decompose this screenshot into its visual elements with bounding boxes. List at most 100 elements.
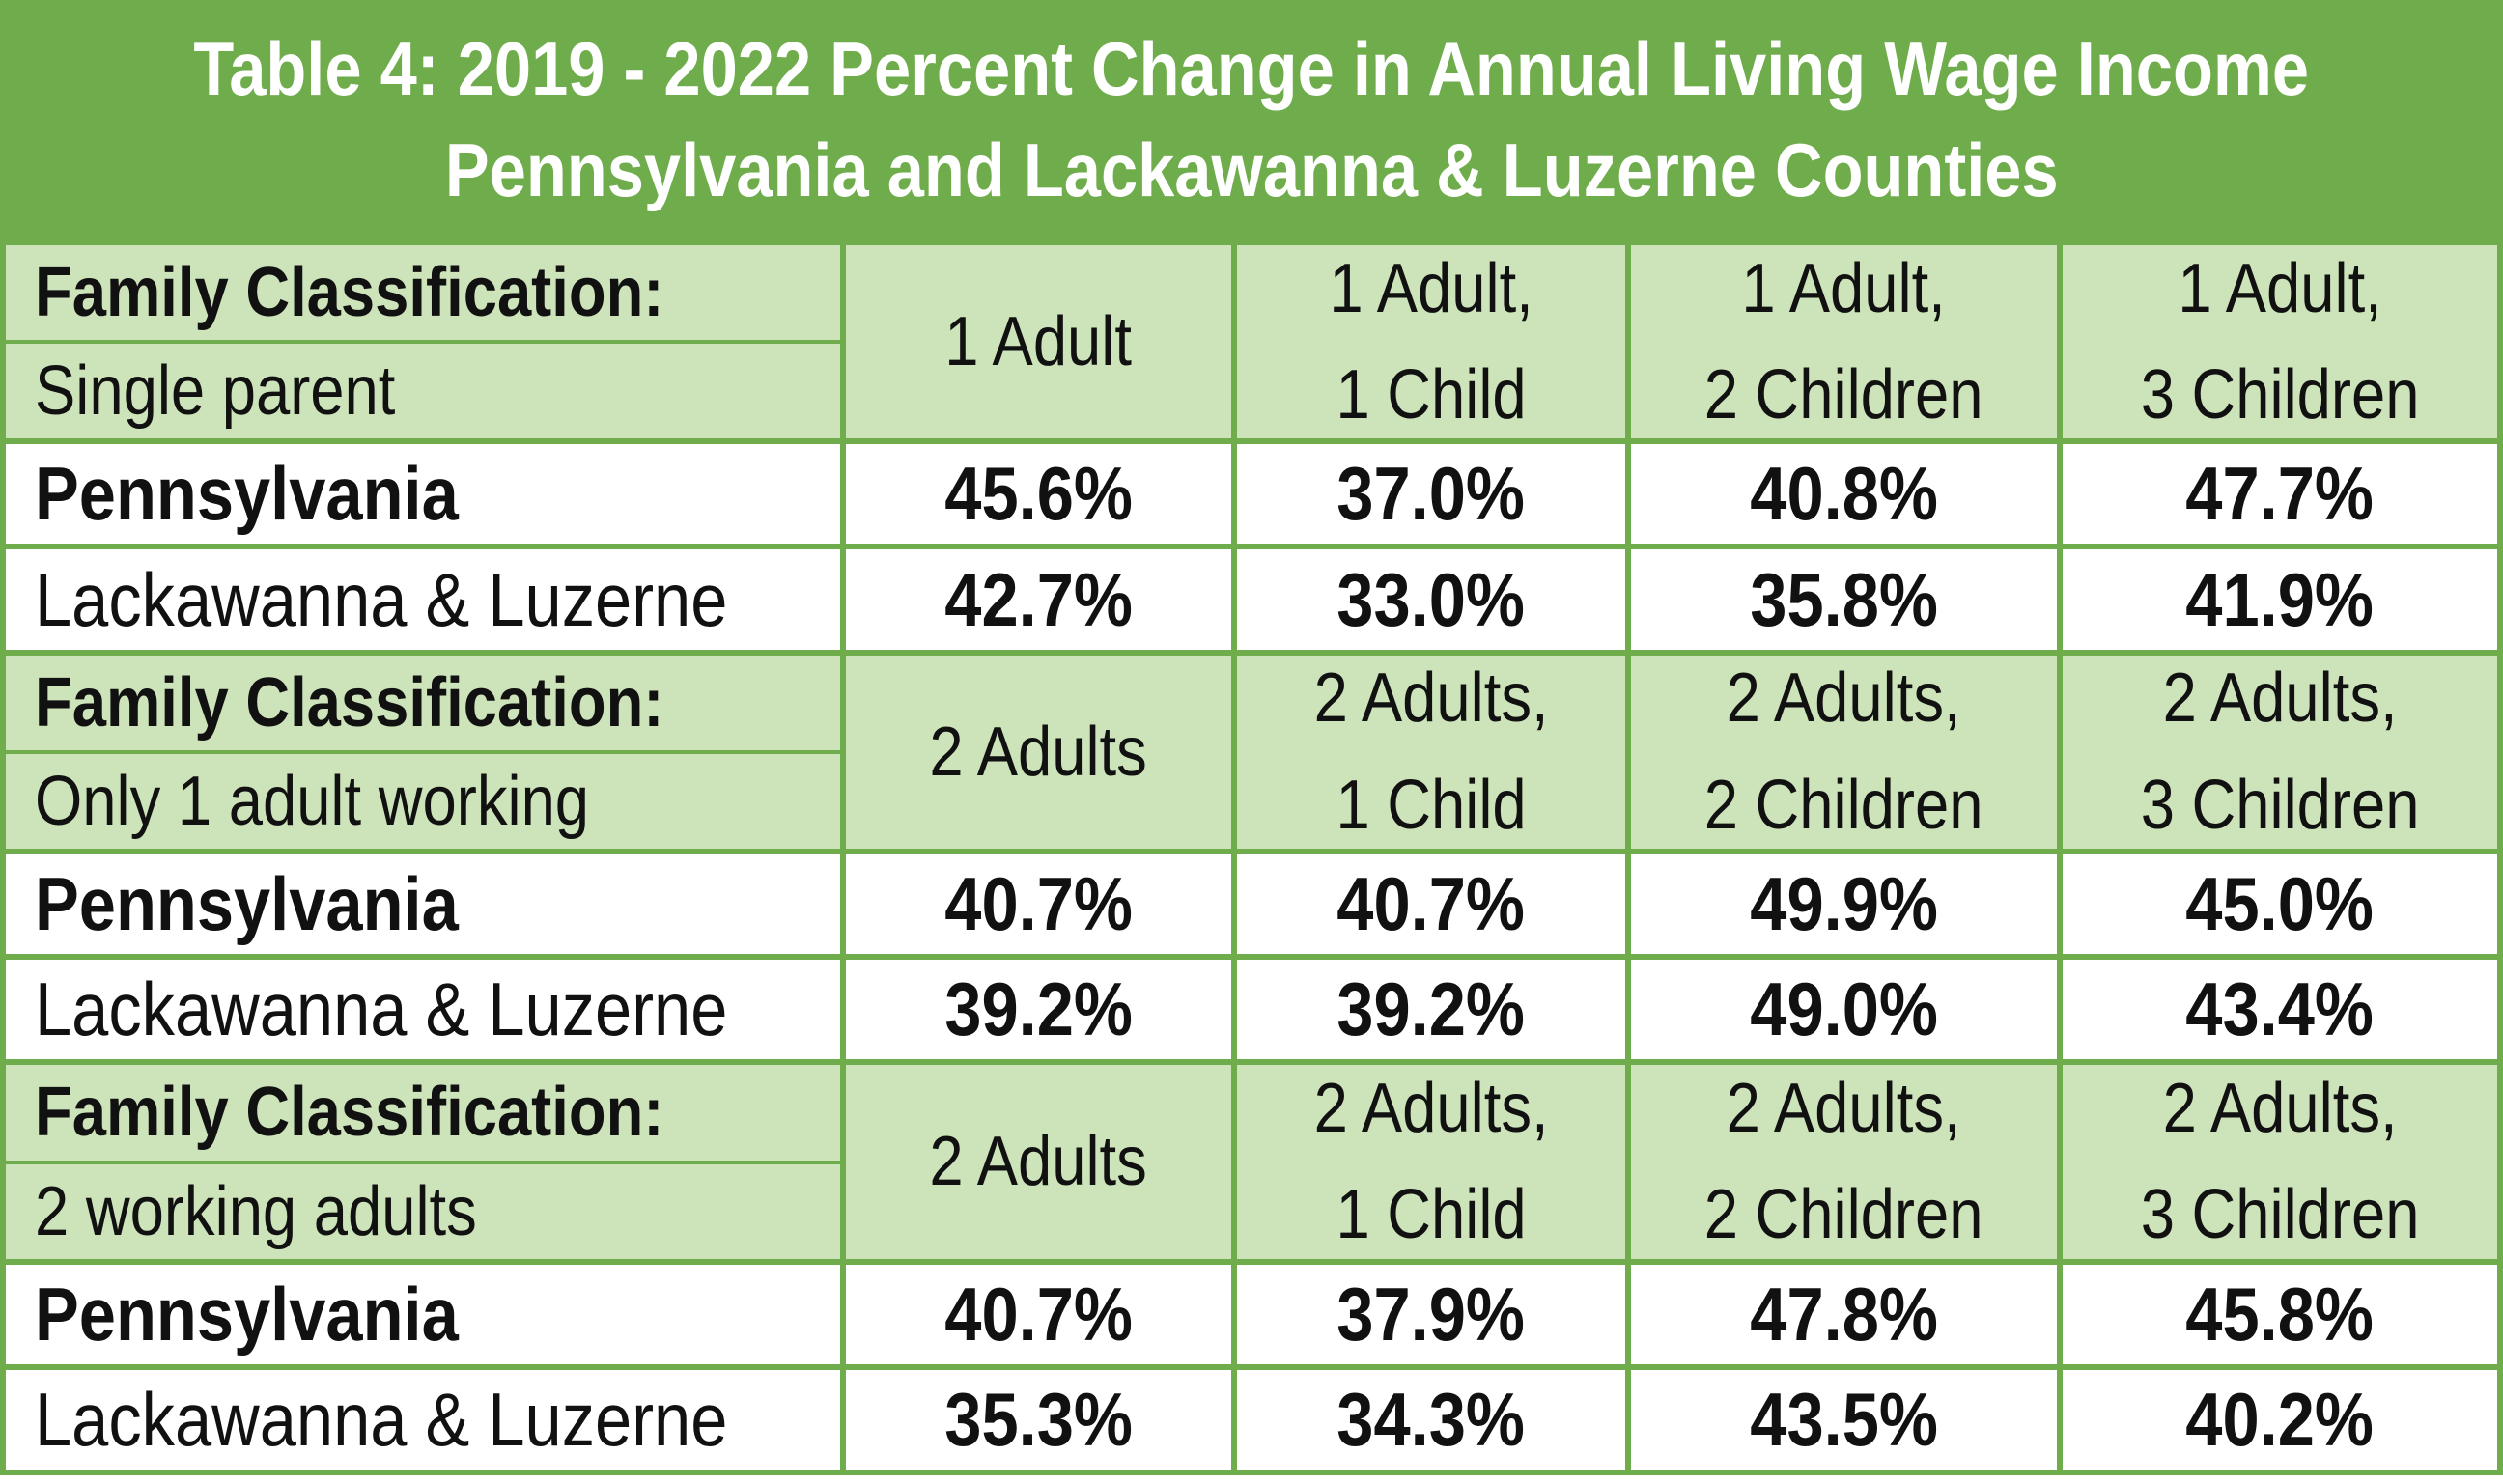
value-text: 40.2%	[2185, 1376, 2375, 1462]
value-cell: 49.0%	[1631, 960, 2057, 1060]
value-text: 37.9%	[1336, 1271, 1526, 1357]
classification-label: Family Classification:	[6, 656, 840, 754]
value-cell: 40.7%	[846, 1264, 1231, 1364]
column-header: 2 Adults, 3 Children	[2063, 1065, 2497, 1259]
value-text: 40.8%	[1750, 451, 1938, 537]
classification-label-text: Family Classification:	[35, 663, 664, 742]
value-cell: 40.8%	[1631, 444, 2057, 545]
value-text: 45.6%	[944, 451, 1133, 537]
value-text: 45.0%	[2185, 861, 2375, 947]
column-header-line: 1 Adult,	[2178, 249, 2382, 327]
column-header: 1 Adult, 1 Child	[1237, 245, 1625, 439]
column-header: 2 Adults, 2 Children	[1631, 655, 2057, 849]
value-text: 43.4%	[2185, 966, 2375, 1052]
column-header-line: 2 Children	[1704, 356, 1983, 434]
column-header-line: 2 Children	[1704, 1176, 1983, 1254]
value-text: 47.8%	[1750, 1271, 1938, 1357]
classification-value: Only 1 adult working	[6, 754, 840, 849]
column-header-line: 1 Adult,	[1741, 249, 1947, 327]
value-cell: 40.7%	[846, 854, 1231, 955]
row-label-text: Lackawanna & Luzerne	[35, 556, 728, 642]
column-header-line: 1 Adult,	[1329, 249, 1533, 327]
value-text: 42.7%	[944, 556, 1133, 642]
classification-value-text: Single parent	[35, 352, 396, 431]
column-header: 2 Adults, 2 Children	[1631, 1065, 2057, 1259]
value-text: 33.0%	[1336, 556, 1526, 642]
value-cell: 41.9%	[2063, 549, 2497, 650]
column-header-line: 2 Adults	[929, 713, 1148, 791]
row-label-pennsylvania: Pennsylvania	[6, 1264, 840, 1364]
value-text: 40.7%	[944, 1271, 1133, 1357]
row-label-text: Lackawanna & Luzerne	[35, 966, 728, 1052]
value-text: 41.9%	[2185, 556, 2375, 642]
classification-value-text: 2 working adults	[35, 1172, 477, 1250]
classification-cell-single-parent: Family Classification: Single parent	[6, 245, 840, 439]
value-cell: 37.9%	[1237, 1264, 1625, 1364]
row-label-text: Pennsylvania	[35, 451, 459, 537]
title-line-1: Table 4: 2019 - 2022 Percent Change in A…	[193, 26, 2310, 111]
classification-value-text: Only 1 adult working	[35, 762, 590, 840]
column-header: 1 Adult, 2 Children	[1631, 245, 2057, 439]
value-text: 39.2%	[1336, 966, 1526, 1052]
row-label-pennsylvania: Pennsylvania	[6, 444, 840, 545]
classification-label-text: Family Classification:	[35, 254, 664, 332]
value-text: 35.8%	[1750, 556, 1938, 642]
value-text: 35.3%	[944, 1376, 1133, 1462]
value-cell: 37.0%	[1237, 444, 1625, 545]
value-text: 40.7%	[944, 861, 1133, 947]
value-cell: 47.8%	[1631, 1264, 2057, 1364]
value-text: 49.9%	[1750, 861, 1938, 947]
row-label-text: Lackawanna & Luzerne	[35, 1376, 728, 1462]
column-header-line: 1 Child	[1336, 356, 1527, 434]
value-cell: 33.0%	[1237, 549, 1625, 650]
value-text: 49.0%	[1750, 966, 1938, 1052]
classification-value: Single parent	[6, 344, 840, 438]
value-cell: 39.2%	[846, 960, 1231, 1060]
column-header: 2 Adults	[846, 1065, 1231, 1259]
value-cell: 45.0%	[2063, 854, 2497, 955]
column-header: 2 Adults, 1 Child	[1237, 1065, 1625, 1259]
row-label-lackawanna-luzerne: Lackawanna & Luzerne	[6, 960, 840, 1060]
value-text: 43.5%	[1750, 1376, 1938, 1462]
column-header-line: 2 Adults,	[2162, 659, 2398, 738]
value-text: 37.0%	[1336, 451, 1526, 537]
table-title: Table 4: 2019 - 2022 Percent Change in A…	[0, 0, 2503, 239]
row-label-lackawanna-luzerne: Lackawanna & Luzerne	[6, 1369, 840, 1470]
value-cell: 35.8%	[1631, 549, 2057, 650]
column-header-line: 2 Adults,	[1726, 1070, 1962, 1148]
column-header: 1 Adult	[846, 245, 1231, 439]
value-cell: 40.7%	[1237, 854, 1625, 955]
column-header-line: 2 Adults,	[2162, 1070, 2398, 1148]
classification-value: 2 working adults	[6, 1164, 840, 1259]
column-header-line: 2 Adults	[929, 1123, 1148, 1201]
classification-cell-one-adult-working: Family Classification: Only 1 adult work…	[6, 655, 840, 849]
column-header-line: 2 Adults,	[1313, 1070, 1549, 1148]
column-header: 2 Adults, 3 Children	[2063, 655, 2497, 849]
data-table: Family Classification: Single parent 1 A…	[0, 239, 2503, 1475]
column-header-line: 3 Children	[2140, 766, 2420, 844]
column-header-line: 2 Children	[1704, 766, 1983, 844]
column-header: 2 Adults, 1 Child	[1237, 655, 1625, 849]
column-header-line: 1 Child	[1336, 766, 1527, 844]
classification-label-text: Family Classification:	[35, 1074, 664, 1152]
value-cell: 47.7%	[2063, 444, 2497, 545]
value-cell: 43.4%	[2063, 960, 2497, 1060]
value-cell: 34.3%	[1237, 1369, 1625, 1470]
value-text: 40.7%	[1336, 861, 1526, 947]
column-header-line: 1 Adult	[944, 302, 1133, 380]
column-header-line: 2 Adults,	[1726, 659, 1962, 738]
classification-label: Family Classification:	[6, 1065, 840, 1164]
value-cell: 45.6%	[846, 444, 1231, 545]
row-label-lackawanna-luzerne: Lackawanna & Luzerne	[6, 549, 840, 650]
classification-label: Family Classification:	[6, 245, 840, 345]
column-header-line: 1 Child	[1336, 1176, 1527, 1254]
column-header: 2 Adults	[846, 655, 1231, 849]
value-cell: 39.2%	[1237, 960, 1625, 1060]
value-text: 47.7%	[2185, 451, 2375, 537]
value-cell: 42.7%	[846, 549, 1231, 650]
row-label-text: Pennsylvania	[35, 861, 459, 947]
row-label-text: Pennsylvania	[35, 1271, 459, 1357]
row-label-pennsylvania: Pennsylvania	[6, 854, 840, 955]
value-cell: 40.2%	[2063, 1369, 2497, 1470]
